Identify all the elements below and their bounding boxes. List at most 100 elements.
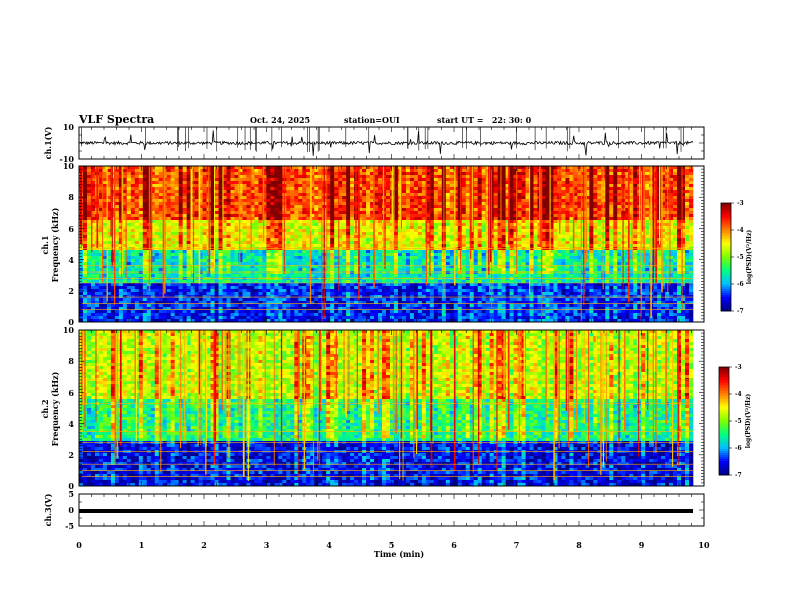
spectrogram-cell [258, 169, 263, 173]
spectrogram-cell [405, 244, 411, 248]
spectrogram-cell [226, 211, 231, 215]
spectrogram-cell [358, 208, 363, 212]
spectrogram-cell [577, 175, 582, 179]
spectrogram-cell [210, 175, 215, 179]
spectrogram-cell [334, 196, 339, 200]
spectrogram-cell [445, 181, 451, 185]
spectrogram-cell [130, 175, 136, 179]
spectrogram-cell [525, 175, 530, 179]
spectrogram-cell [246, 259, 251, 263]
spectrogram-cell [90, 241, 96, 245]
spectrogram-cell [629, 172, 634, 176]
spectrogram-cell [501, 181, 506, 185]
spectrogram-cell [114, 238, 120, 242]
spectrogram-cell [521, 172, 526, 176]
spectrogram-cell [122, 211, 128, 215]
spectrogram-cell [386, 250, 391, 254]
spectrogram-cell [358, 238, 363, 242]
spectrogram-cell [529, 184, 534, 188]
spectrogram-cell [222, 199, 227, 203]
spectrogram-cell [290, 244, 295, 248]
spectrogram-cell [338, 229, 343, 233]
spectrogram-cell [405, 253, 411, 257]
spectrogram-cell [126, 256, 132, 260]
spectrogram-cell [222, 172, 227, 176]
spectrogram-cell [685, 226, 690, 230]
spectrogram-cell [425, 178, 431, 182]
spectrogram-cell [158, 178, 164, 182]
spectrogram-cell [166, 241, 171, 245]
spectrogram-cell [202, 181, 207, 185]
spectrogram-cell [386, 214, 391, 218]
spectrogram-cell [417, 226, 423, 230]
spectrogram-cell [689, 253, 694, 257]
spectrogram-cell [477, 223, 482, 227]
spectrogram-cell [86, 250, 92, 254]
spectrogram-cell [362, 199, 367, 203]
spectrogram-cell [573, 226, 578, 230]
spectrogram-cell [90, 259, 96, 263]
spectrogram-cell [306, 205, 311, 209]
spectrogram-cell [521, 175, 526, 179]
spectrogram-cell [477, 244, 482, 248]
spectrogram-cell [382, 193, 387, 197]
spectrogram-cell [437, 256, 443, 260]
spectrogram-cell [569, 256, 574, 260]
spectrogram-cell [589, 196, 594, 200]
spectrogram-cell [509, 184, 514, 188]
spectrogram-cell [334, 253, 339, 257]
spectrogram-cell [118, 259, 124, 263]
spectrogram-cell [605, 208, 610, 212]
spectrogram-cell [126, 178, 132, 182]
spectrogram-cell [485, 196, 490, 200]
spectrogram-cell [178, 229, 183, 233]
spectrogram-cell [525, 250, 530, 254]
spectrogram-cell [473, 238, 478, 242]
spectrogram-cell [645, 184, 650, 188]
spectrogram-cell [302, 250, 307, 254]
spectrogram-cell [118, 220, 124, 224]
spectrogram-cell [134, 205, 140, 209]
spectrogram-cell [629, 235, 634, 239]
spectrogram-cell [138, 235, 144, 239]
spectrogram-cell [106, 187, 112, 191]
spectrogram-cell [437, 175, 443, 179]
spectrogram-cell [585, 193, 590, 197]
spectrogram-cell [629, 238, 634, 242]
spectrogram-cell [278, 235, 283, 239]
spectrogram-cell [242, 226, 247, 230]
spectrogram-cell [102, 166, 108, 170]
spectrogram-cell [374, 235, 379, 239]
spectrogram-cell [533, 211, 538, 215]
spectrogram-cell [174, 259, 179, 263]
spectrogram-cell [521, 229, 526, 233]
spectrogram-cell [533, 169, 538, 173]
spectrogram-cell [689, 196, 694, 200]
spectrogram-cell [254, 235, 259, 239]
spectrogram-cell [98, 205, 104, 209]
spectrogram-cell [350, 199, 355, 203]
spectrogram-cell [122, 253, 128, 257]
spectrogram-cell [633, 202, 638, 206]
spectrogram-cell [549, 223, 554, 227]
spectrogram-cell [262, 184, 267, 188]
spectrogram-cell [517, 250, 522, 254]
spectrogram-cell [521, 190, 526, 194]
spectrogram-cell [585, 226, 590, 230]
spectrogram-cell [186, 226, 191, 230]
spectrogram-cell [178, 187, 183, 191]
spectrogram-cell [298, 238, 303, 242]
spectrogram-cell [429, 169, 435, 173]
spectrogram-cell [437, 250, 443, 254]
spectrogram-cell [82, 250, 88, 254]
spectrogram-cell [541, 187, 546, 191]
spectrogram-cell [453, 190, 459, 194]
spectrogram-cell [425, 175, 431, 179]
spectrogram-cell [685, 178, 690, 182]
spectrogram-cell [230, 211, 235, 215]
spectrogram-cell [82, 220, 88, 224]
spectrogram-cell [174, 238, 179, 242]
spectrogram-cell [102, 259, 108, 263]
spectrogram-cell [665, 184, 670, 188]
spectrogram-cell [645, 172, 650, 176]
